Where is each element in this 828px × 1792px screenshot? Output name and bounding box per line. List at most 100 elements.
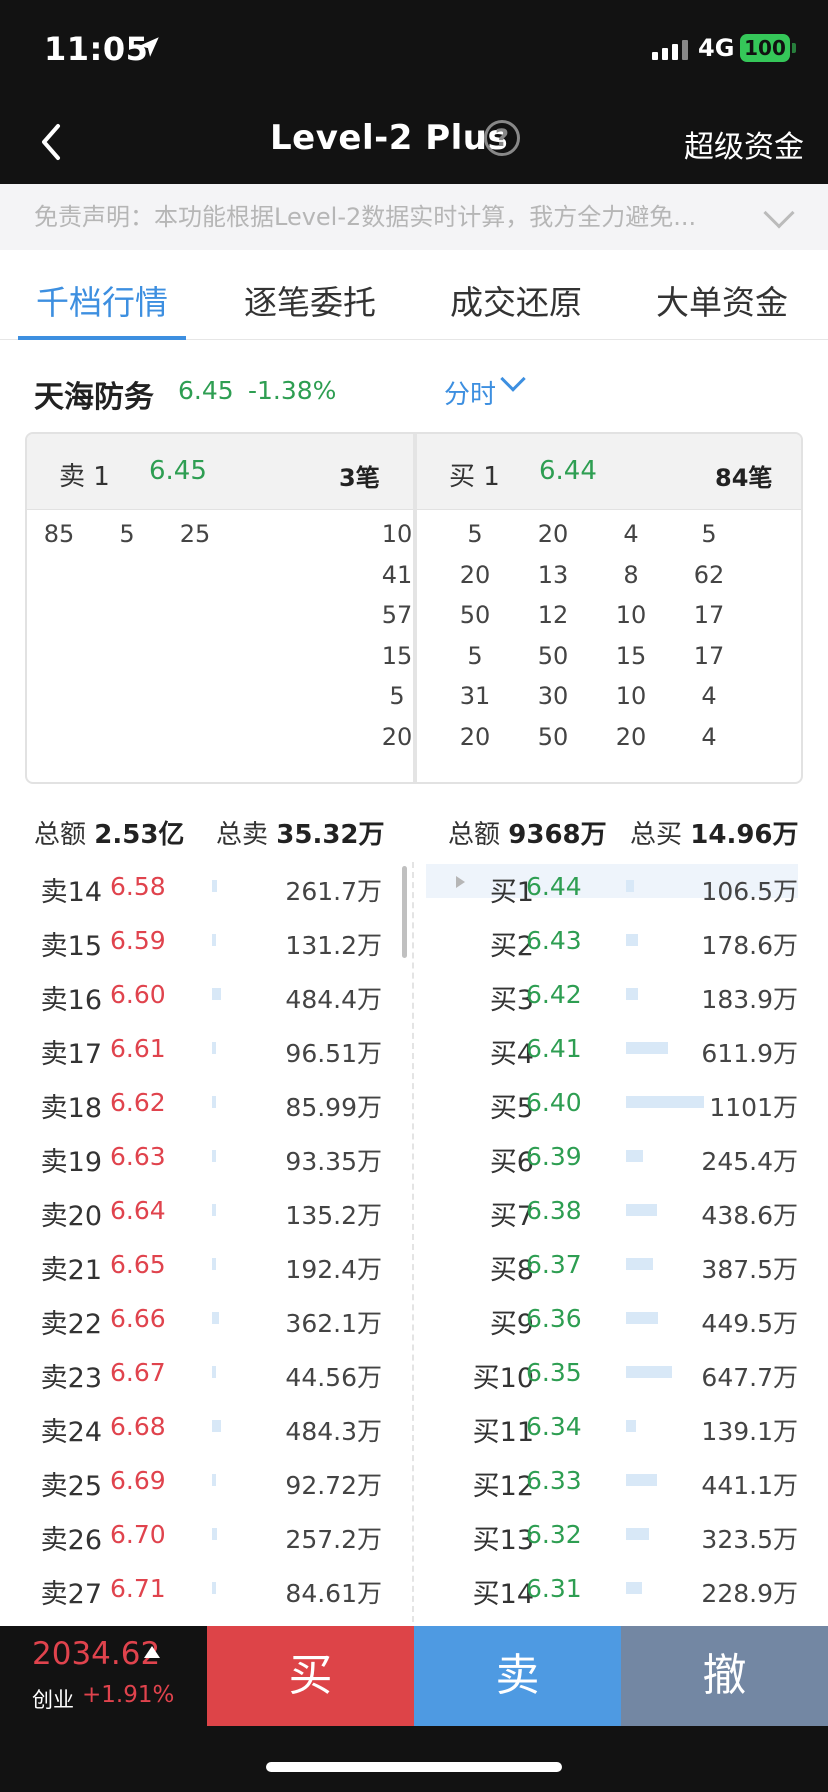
level-amount: 449.5万 bbox=[701, 1309, 798, 1338]
sell-level-row[interactable]: 卖21 6.65 192.4万 bbox=[0, 1240, 410, 1294]
sell-level-row[interactable]: 卖26 6.70 257.2万 bbox=[0, 1510, 410, 1564]
sell-level-row[interactable]: 卖16 6.60 484.4万 bbox=[0, 970, 410, 1024]
sell-level-row[interactable]: 卖19 6.63 93.35万 bbox=[0, 1132, 410, 1186]
super-funds-link[interactable]: 超级资金 bbox=[684, 130, 804, 165]
level-price: 6.69 bbox=[110, 1466, 166, 1495]
level-amount: 611.9万 bbox=[701, 1039, 798, 1068]
buy-queue-order: 41 bbox=[381, 560, 413, 589]
sell-total-amount: 总额 2.53亿 bbox=[34, 814, 184, 851]
sell-button[interactable]: 卖 bbox=[414, 1626, 621, 1726]
chevron-down-icon[interactable] bbox=[763, 197, 795, 229]
buy-level-row[interactable]: 买6 6.39 245.4万 bbox=[414, 1132, 828, 1186]
level-amount: 139.1万 bbox=[701, 1417, 798, 1446]
level-amount: 647.7万 bbox=[701, 1363, 798, 1392]
current-level-marker-icon bbox=[456, 876, 465, 888]
level-label: 买14 bbox=[472, 1579, 534, 1610]
buy-level-row[interactable]: 买13 6.32 323.5万 bbox=[414, 1510, 828, 1564]
buy-total-amount-value: 9368万 bbox=[508, 820, 607, 850]
sell-level-row[interactable]: 卖24 6.68 484.3万 bbox=[0, 1402, 410, 1456]
sell-queue-order: 25 bbox=[179, 520, 211, 548]
volume-bar bbox=[626, 880, 634, 892]
tab-order-by-order[interactable]: 逐笔委托 bbox=[244, 283, 376, 322]
level-amount: 92.72万 bbox=[285, 1471, 382, 1500]
level-amount: 261.7万 bbox=[285, 877, 382, 906]
buy-total-amount-label: 总额 bbox=[448, 820, 501, 850]
sell-level-row[interactable]: 卖23 6.67 44.56万 bbox=[0, 1348, 410, 1402]
queue-divider bbox=[413, 434, 417, 782]
level-label: 卖19 bbox=[40, 1147, 102, 1178]
buy-queue-order: 4 bbox=[701, 682, 717, 710]
stock-price: 6.45 bbox=[178, 376, 234, 405]
buy-level-row[interactable]: 买4 6.41 611.9万 bbox=[414, 1024, 828, 1078]
cellular-signal-icon bbox=[652, 38, 688, 60]
disclaimer-bar[interactable]: 免责声明：本功能根据Level-2数据实时计算，我方全力避免... bbox=[0, 184, 828, 250]
level-label: 买5 bbox=[489, 1093, 534, 1124]
buy-level-row[interactable]: 买10 6.35 647.7万 bbox=[414, 1348, 828, 1402]
period-selector[interactable]: 分时 bbox=[444, 380, 497, 410]
chevron-down-icon[interactable] bbox=[500, 366, 526, 392]
level-label: 卖24 bbox=[40, 1417, 102, 1448]
up-arrow-icon bbox=[144, 1646, 160, 1658]
buy-level-row[interactable]: 买3 6.42 183.9万 bbox=[414, 970, 828, 1024]
cancel-order-button[interactable]: 撤 bbox=[621, 1626, 828, 1726]
sell1-order-count: 3笔 bbox=[339, 464, 380, 492]
buy-queue-order: 12 bbox=[537, 601, 569, 629]
level-label: 卖21 bbox=[40, 1255, 102, 1286]
level-amount: 183.9万 bbox=[701, 985, 798, 1014]
sell-level-row[interactable]: 卖18 6.62 85.99万 bbox=[0, 1078, 410, 1132]
level-amount: 178.6万 bbox=[701, 931, 798, 960]
volume-bar bbox=[212, 1258, 216, 1270]
level-label: 卖27 bbox=[40, 1579, 102, 1610]
sell-level-row[interactable]: 卖22 6.66 362.1万 bbox=[0, 1294, 410, 1348]
level-amount: 96.51万 bbox=[285, 1039, 382, 1068]
tab-trade-restore[interactable]: 成交还原 bbox=[450, 283, 582, 322]
level-price: 6.42 bbox=[526, 980, 582, 1009]
buy-level-row[interactable]: 买11 6.34 139.1万 bbox=[414, 1402, 828, 1456]
level-amount: 441.1万 bbox=[701, 1471, 798, 1500]
level-label: 买7 bbox=[489, 1201, 534, 1232]
level-price: 6.64 bbox=[110, 1196, 166, 1225]
buy-level-row[interactable]: 买8 6.37 387.5万 bbox=[414, 1240, 828, 1294]
volume-bar bbox=[212, 880, 217, 892]
buy-level-row[interactable]: 买12 6.33 441.1万 bbox=[414, 1456, 828, 1510]
page-title: Level-2 Plus bbox=[270, 118, 509, 158]
sell-total-volume-value: 35.32万 bbox=[276, 820, 385, 850]
buy-level-row[interactable]: 买14 6.31 228.9万 bbox=[414, 1564, 828, 1618]
scrollbar[interactable] bbox=[402, 866, 407, 958]
level-amount: 84.61万 bbox=[285, 1579, 382, 1608]
tab-thousand-level-quotes[interactable]: 千档行情 bbox=[36, 283, 168, 322]
sell-level-row[interactable]: 卖14 6.58 261.7万 bbox=[0, 862, 410, 916]
sell1-label: 卖 1 bbox=[59, 462, 110, 492]
sell-level-row[interactable]: 卖17 6.61 96.51万 bbox=[0, 1024, 410, 1078]
level-label: 卖23 bbox=[40, 1363, 102, 1394]
buy-level-row[interactable]: 买2 6.43 178.6万 bbox=[414, 916, 828, 970]
home-indicator[interactable] bbox=[266, 1762, 562, 1772]
buy-queue-order: 10 bbox=[615, 601, 647, 629]
status-bar: 11:05 4G 100 bbox=[0, 0, 828, 100]
tab-large-order-funds[interactable]: 大单资金 bbox=[656, 283, 788, 322]
sell-level-row[interactable]: 卖25 6.69 92.72万 bbox=[0, 1456, 410, 1510]
level-label: 买8 bbox=[489, 1255, 534, 1286]
volume-bar bbox=[626, 1096, 704, 1108]
level-label: 买9 bbox=[489, 1309, 534, 1340]
buy-level-row[interactable]: 买5 6.40 1101万 bbox=[414, 1078, 828, 1132]
help-icon[interactable]: ? bbox=[484, 120, 520, 156]
buy-queue-order: 5 bbox=[389, 682, 405, 710]
buy-level-row[interactable]: 买7 6.38 438.6万 bbox=[414, 1186, 828, 1240]
buy-level-row[interactable]: 买1 6.44 106.5万 bbox=[414, 862, 828, 916]
volume-bar bbox=[212, 1474, 216, 1486]
level-price: 6.41 bbox=[526, 1034, 582, 1063]
buy-button[interactable]: 买 bbox=[207, 1626, 414, 1726]
level-price: 6.31 bbox=[526, 1574, 582, 1603]
volume-bar bbox=[212, 1582, 216, 1594]
buy-level-row[interactable]: 买9 6.36 449.5万 bbox=[414, 1294, 828, 1348]
buy-queue-order: 13 bbox=[537, 560, 569, 589]
buy-queue-order: 15 bbox=[615, 641, 647, 670]
sell-level-row[interactable]: 卖15 6.59 131.2万 bbox=[0, 916, 410, 970]
sell-level-row[interactable]: 卖27 6.71 84.61万 bbox=[0, 1564, 410, 1618]
sell-level-row[interactable]: 卖20 6.64 135.2万 bbox=[0, 1186, 410, 1240]
buy-queue-order: 57 bbox=[381, 601, 413, 629]
back-chevron-icon[interactable] bbox=[34, 120, 70, 164]
index-ticker[interactable]: 2034.62 创业 +1.91% bbox=[0, 1626, 207, 1726]
buy1-highlight bbox=[426, 864, 798, 898]
